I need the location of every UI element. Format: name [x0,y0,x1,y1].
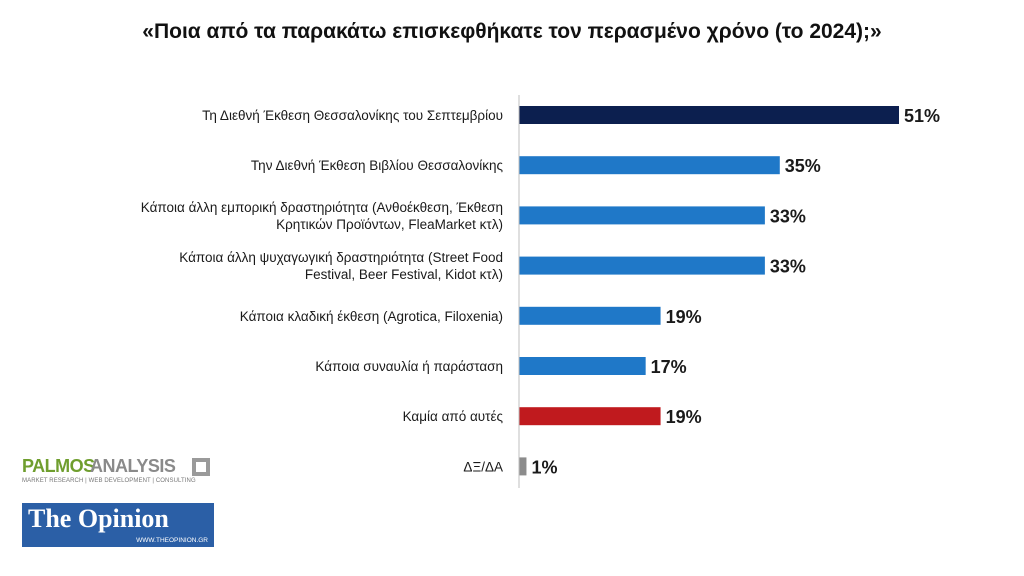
value-label-2: 33% [770,206,806,226]
category-label-2-1: Κρητικών Προϊόντων, FleaMarket κτλ) [276,217,503,232]
value-labels: 51% 35% 33% 33% 19% 17% 19% 1% [531,106,940,477]
value-label-6: 19% [666,407,702,427]
logo-word-analysis: ANALYSIS [90,456,176,476]
logo-square-icon [192,458,210,476]
the-opinion-url: WWW.THEOPINION.GR [136,537,208,544]
category-label-5-0: Κάποια συναυλία ή παράσταση [315,359,503,374]
value-label-7: 1% [531,457,557,477]
value-label-1: 35% [785,156,821,176]
value-label-0: 51% [904,106,940,126]
category-labels: Τη Διεθνή Έκθεση Θεσσαλονίκης του Σεπτεμ… [141,108,504,474]
bar-0 [519,106,899,124]
bar-3 [519,256,765,275]
bar-7 [519,457,527,476]
bar-5 [519,357,646,375]
category-label-2-0: Κάποια άλλη εμπορική δραστηριότητα (Ανθο… [141,200,503,215]
logo-tagline: MARKET RESEARCH | WEB DEVELOPMENT | CONS… [22,478,196,484]
category-label-4-0: Κάποια κλαδική έκθεση (Agrotica, Filoxen… [240,309,503,324]
value-label-4: 19% [666,307,702,327]
bar-1 [519,156,780,175]
category-label-7-0: ΔΞ/ΔΑ [463,459,503,474]
the-opinion-name: The Opinion [28,504,169,533]
category-label-1-0: Την Διεθνή Έκθεση Βιβλίου Θεσσαλονίκης [251,158,504,173]
the-opinion-logo: The Opinion WWW.THEOPINION.GR [22,503,214,547]
category-label-0-0: Τη Διεθνή Έκθεση Θεσσαλονίκης του Σεπτεμ… [202,108,503,123]
logo-word-palmos: PALMOS [22,456,95,476]
value-label-3: 33% [770,257,806,277]
bars [519,106,899,476]
category-label-6-0: Καμία από αυτές [403,409,504,424]
bar-6 [519,407,661,426]
bar-4 [519,306,661,325]
value-label-5: 17% [651,357,687,377]
category-label-3-1: Festival, Beer Festival, Kidot κτλ) [305,267,503,282]
palmos-analysis-logo: PALMOS ANALYSIS MARKET RESEARCH | WEB DE… [22,456,218,492]
category-label-3-0: Κάποια άλλη ψυχαγωγική δραστηριότητα (St… [179,250,503,265]
bar-2 [519,206,765,225]
chart-title: «Ποια από τα παρακάτω επισκεφθήκατε τον … [142,20,882,43]
